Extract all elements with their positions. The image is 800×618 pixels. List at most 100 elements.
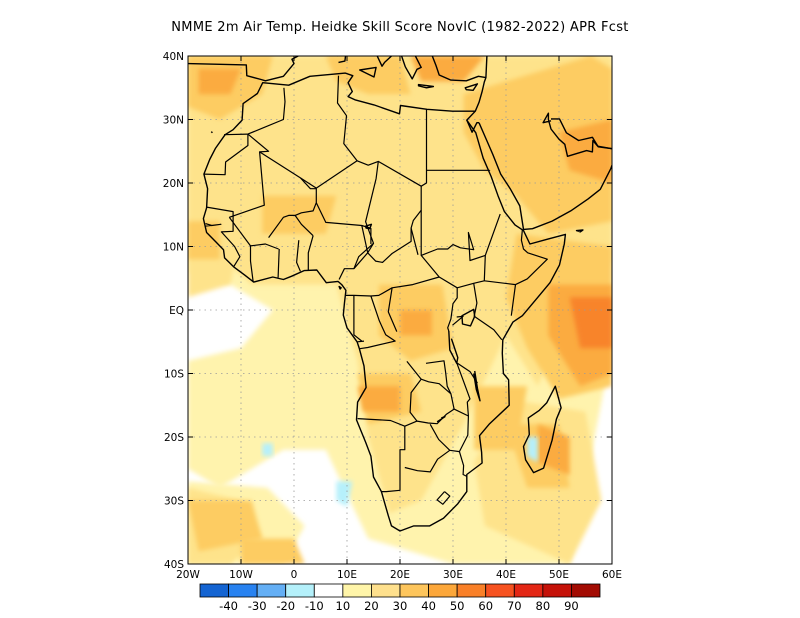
colorbar-label: 80 [536, 599, 551, 613]
lat-tick-label: 30N [163, 115, 184, 127]
country-border [420, 231, 486, 262]
skill-area-40 [410, 56, 485, 82]
map-title: NMME 2m Air Temp. Heidke Skill Score Nov… [171, 20, 629, 35]
country-border [359, 295, 396, 350]
bioko [338, 285, 342, 290]
lon-tick-label: 0 [291, 569, 298, 581]
country-border [416, 393, 455, 425]
country-border [206, 206, 241, 268]
country-border [420, 109, 428, 187]
colorbar-label: 20 [364, 599, 379, 613]
lat-tick-label: 10S [164, 369, 184, 381]
colorbar-swatch [571, 583, 601, 598]
country-border [357, 340, 365, 343]
socotra [575, 229, 584, 233]
sinai-gulf [466, 119, 479, 133]
colorbar: -40 -30 -20 -10 10 20 30 40 50 60 70 80 90 [199, 583, 601, 613]
country-border [458, 451, 468, 477]
colorbar-label: -10 [305, 599, 324, 613]
turkey-coast [431, 56, 487, 82]
colorbar-swatch [542, 583, 572, 598]
colorbar-swatch [456, 583, 487, 598]
colorbar-label: -20 [276, 599, 295, 613]
colorbar-swatch [399, 583, 429, 598]
lat-tick-label: 30S [164, 496, 184, 508]
colorbar-swatch [285, 583, 315, 598]
country-border [447, 287, 458, 332]
country-border [228, 216, 251, 247]
country-border [300, 75, 358, 189]
country-border [420, 210, 501, 289]
colorbar-label: 70 [507, 599, 522, 613]
skill-area-40 [400, 310, 432, 336]
country-border [353, 225, 369, 270]
colorbar-label: 50 [450, 599, 465, 613]
arabia-coastline [542, 112, 612, 157]
skill-area-40 [357, 386, 400, 412]
lat-tick-label: 40S [164, 559, 184, 571]
red-sea-arabian-coast [478, 122, 612, 231]
lon-tick-label: 60E [602, 569, 622, 581]
lat-tick-label: 20S [164, 432, 184, 444]
lon-tick-label: 20W [176, 569, 200, 581]
lat-tick-label: 40N [163, 51, 184, 63]
levant-coast [474, 56, 488, 112]
country-border [223, 133, 248, 136]
italy-sicily [359, 66, 377, 78]
country-border [356, 160, 422, 255]
europe-south-coast [188, 56, 299, 82]
lon-tick-label: 10E [337, 569, 357, 581]
lon-tick-label: 50E [549, 569, 569, 581]
colorbar-swatch [342, 583, 372, 598]
colorbar-swatch [513, 583, 544, 598]
colorbar-label: 40 [421, 599, 436, 613]
colorbar-swatch [313, 583, 344, 598]
country-border [452, 315, 464, 326]
greece [400, 56, 422, 80]
lon-tick-label: 10W [229, 569, 253, 581]
country-border [387, 287, 398, 332]
colorbar-swatch [485, 583, 515, 598]
colorbar-label: -40 [219, 599, 238, 613]
colorbar-label: -30 [248, 599, 267, 613]
country-border [204, 223, 222, 227]
skill-area-neg [262, 443, 273, 457]
skill-area-30 [188, 221, 220, 260]
africa-coastline [202, 72, 567, 532]
lake-chad [364, 223, 373, 230]
country-border [203, 134, 249, 176]
lat-tick-label: 10N [163, 242, 184, 254]
colorbar-swatch [228, 583, 258, 598]
country-border [421, 360, 452, 395]
lon-tick-label: 40E [496, 569, 516, 581]
coastlines-and-borders [188, 56, 612, 532]
colorbar-label: 90 [564, 599, 579, 613]
italy-south [376, 56, 392, 67]
country-border [315, 202, 371, 229]
skill-area-neg [527, 437, 538, 463]
sardinia [337, 56, 347, 64]
country-border [277, 248, 280, 278]
country-border [404, 449, 451, 473]
canary-islands [210, 131, 213, 134]
persian-iran-coast [551, 118, 612, 150]
country-border [473, 283, 503, 341]
lake-victoria [461, 308, 476, 327]
country-border [380, 426, 406, 493]
lat-tick-label: EQ [169, 305, 184, 317]
colorbar-label: 60 [478, 599, 493, 613]
crete [417, 83, 435, 89]
country-border [259, 151, 317, 238]
colorbar-swatch [256, 583, 287, 598]
lat-tick-label: 20N [163, 178, 184, 190]
skill-area-30 [463, 56, 612, 234]
madagascar [522, 385, 562, 474]
country-border [357, 361, 422, 427]
cyprus [464, 83, 479, 91]
country-border [515, 229, 548, 286]
lon-tick-label: 20E [390, 569, 410, 581]
country-border [307, 235, 314, 270]
colorbar-label: 10 [336, 599, 351, 613]
country-border [436, 491, 451, 505]
